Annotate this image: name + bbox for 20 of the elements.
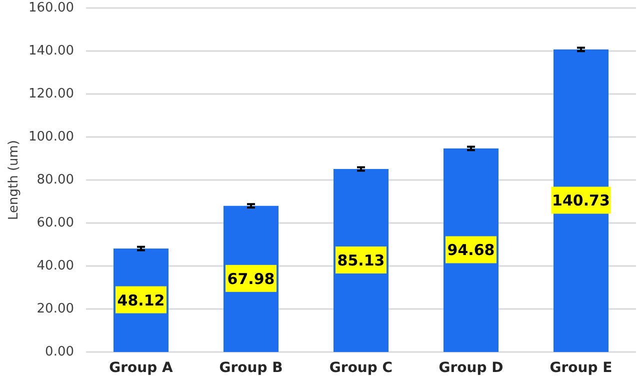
x-tick-label: Group B xyxy=(219,360,283,376)
data-label: 94.68 xyxy=(447,241,495,260)
x-tick-label: Group E xyxy=(550,360,612,376)
data-label: 48.12 xyxy=(117,291,165,310)
y-tick-label: 60.00 xyxy=(36,216,74,230)
y-tick-label: 120.00 xyxy=(28,86,74,102)
data-label: 140.73 xyxy=(552,192,610,210)
data-label: 67.98 xyxy=(227,270,275,288)
x-tick-label: Group C xyxy=(329,360,393,376)
y-axis-title: Length (um) xyxy=(6,140,22,220)
x-tick-label: Group A xyxy=(109,360,174,376)
data-label: 85.13 xyxy=(337,251,385,270)
y-tick-label: 40.00 xyxy=(36,258,74,274)
y-tick-label: 80.00 xyxy=(36,172,74,188)
y-tick-label: 100.00 xyxy=(28,130,74,144)
y-tick-label: 0.00 xyxy=(45,344,74,360)
y-tick-label: 20.00 xyxy=(36,302,74,316)
y-tick-label: 160.00 xyxy=(28,0,74,16)
y-tick-label: 140.00 xyxy=(28,44,74,58)
x-tick-label: Group D xyxy=(438,360,504,376)
